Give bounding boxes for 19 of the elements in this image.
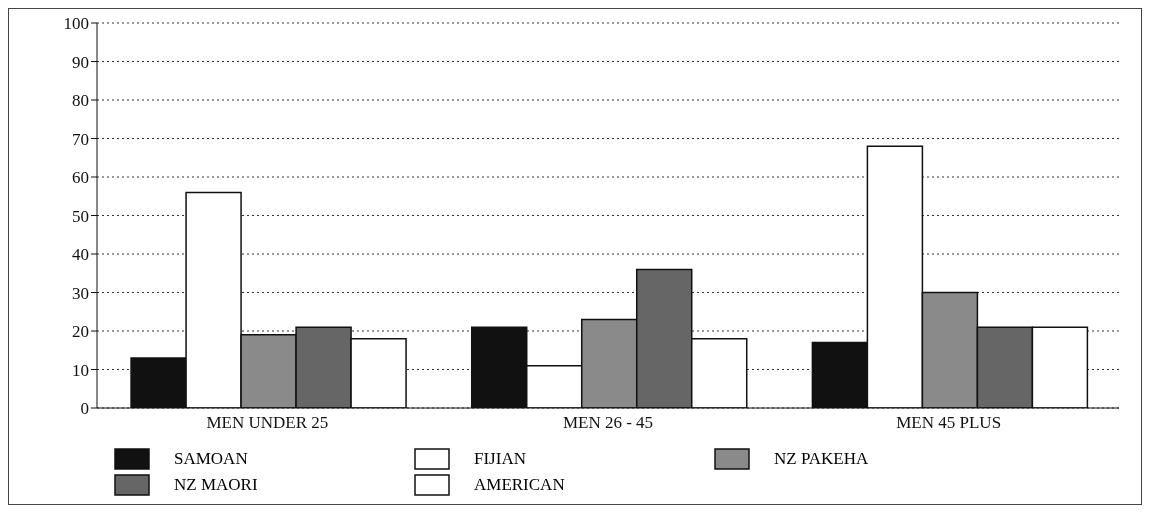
legend-label: NZ PAKEHA [774, 449, 869, 469]
y-tick-label: 70 [72, 129, 89, 149]
y-tick-label: 30 [72, 283, 89, 303]
y-tick-label: 90 [72, 52, 89, 72]
y-tick-label: 100 [63, 14, 89, 34]
x-tick-label: MEN UNDER 25 [206, 413, 329, 433]
legend-label: AMERICAN [474, 475, 565, 495]
legend-label: NZ MAORI [174, 475, 258, 495]
legend-label: SAMOAN [174, 449, 248, 469]
y-tick-label: 50 [72, 206, 89, 226]
x-tick-label: MEN 45 PLUS [896, 413, 1002, 433]
y-tick-label: 20 [72, 322, 89, 342]
x-tick-label: MEN 26 - 45 [562, 413, 654, 433]
legend-label: FIJIAN [474, 449, 526, 469]
y-tick-label: 80 [72, 91, 89, 111]
y-tick-label: 40 [72, 245, 89, 265]
y-tick-label: 60 [72, 168, 89, 188]
y-tick-label: 0 [80, 399, 89, 419]
y-tick-label: 10 [72, 360, 89, 380]
